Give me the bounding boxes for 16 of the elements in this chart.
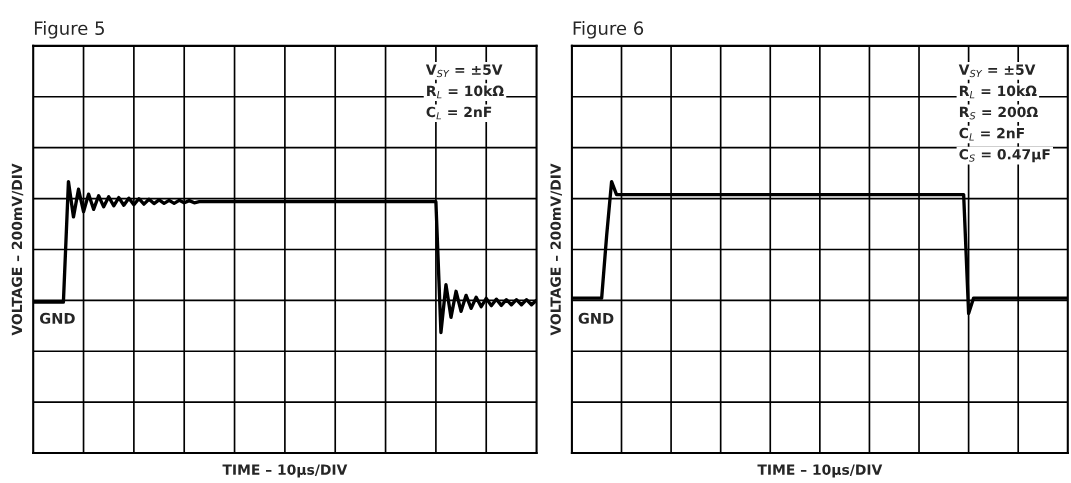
text: R$_{S}$ = 200Ω (959, 106, 1038, 120)
annotation: GND (578, 312, 614, 324)
text: V$_{SY}$ = ±5V (425, 64, 503, 78)
x-axis-title: TIME – 10μs/DIV (757, 464, 883, 478)
text: R$_{L}$ = 10kΩ (959, 85, 1037, 99)
chart-title: Figure 5 (34, 21, 104, 39)
annotation: GND (39, 312, 75, 324)
chart-title: Figure 6 (573, 21, 644, 39)
y-axis-title: VOLTAGE – 200mV/DIV (550, 163, 562, 336)
text: C$_{S}$ = 0.47μF (959, 149, 1050, 163)
text: R$_{L}$ = 10kΩ (427, 85, 504, 99)
y-axis-title: VOLTAGE – 200mV/DIV (11, 163, 24, 336)
x-axis-title: TIME – 10μs/DIV (222, 464, 348, 478)
text: C$_{L}$ = 2nF (426, 106, 492, 120)
text: C$_{L}$ = 2nF (959, 127, 1024, 141)
text: V$_{SY}$ = ±5V (958, 64, 1036, 78)
